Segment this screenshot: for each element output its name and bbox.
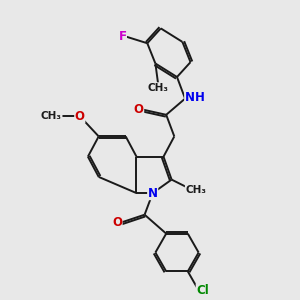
- Text: N: N: [148, 187, 158, 200]
- Text: O: O: [75, 110, 85, 123]
- Text: O: O: [112, 216, 122, 229]
- Text: H: H: [195, 91, 205, 104]
- Text: O: O: [134, 103, 144, 116]
- Text: H: H: [195, 91, 205, 104]
- Text: CH₃: CH₃: [41, 111, 62, 121]
- Text: CH₃: CH₃: [148, 83, 169, 93]
- Text: N: N: [185, 91, 195, 104]
- Text: F: F: [118, 30, 127, 43]
- Text: CH₃: CH₃: [185, 185, 206, 195]
- Text: Cl: Cl: [196, 284, 209, 297]
- Text: N: N: [185, 91, 195, 104]
